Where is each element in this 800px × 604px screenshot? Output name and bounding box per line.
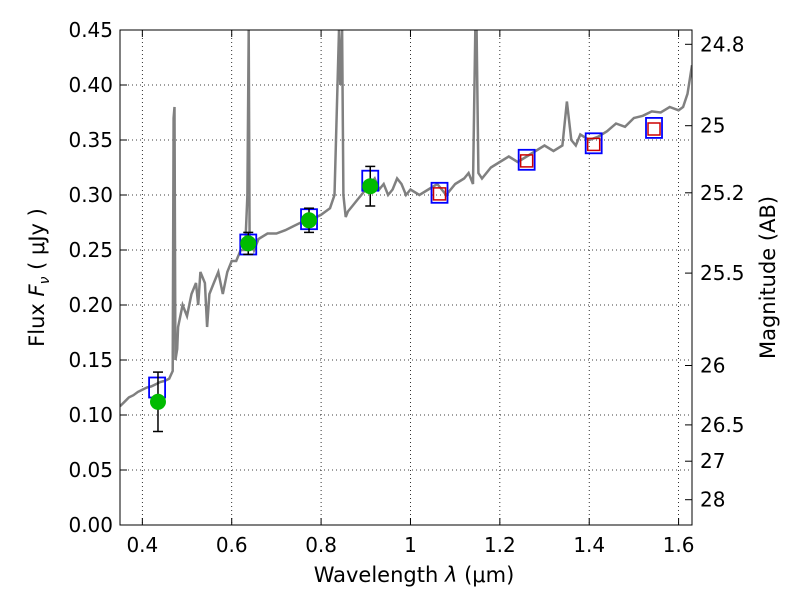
y2-tick-label: 25.5 [700,261,745,285]
y-tick-label: 0.30 [68,183,113,207]
model-band-flux-marker [517,148,536,171]
y-tick-label: 0.15 [68,348,113,372]
y2-tick-label: 26.5 [700,413,745,437]
model-band-flux-marker [430,181,449,204]
x-tick-label: 1.2 [484,533,516,557]
y-tick-label: 0.25 [68,238,113,262]
y-tick-label: 0.35 [68,128,113,152]
prediction-marker [586,137,601,152]
y-tick-label: 0.40 [68,73,113,97]
y-tick-label: 0.20 [68,293,113,317]
spectrum-line [120,30,692,408]
prediction-marker [519,154,534,168]
y2-tick-label: 26 [700,354,725,378]
observed-flux-point [362,178,379,195]
y-tick-label: 0.45 [68,18,113,42]
model-band-flux-marker [584,132,603,155]
x-tick-label: 1.6 [663,533,695,557]
y-tick-label: 0.00 [68,513,113,537]
y2-tick-label: 25 [700,114,725,138]
y2-tick-label: 24.8 [700,32,745,56]
y2-tick-label: 27 [700,449,725,473]
x-tick-label: 0.4 [126,533,158,557]
model-band-flux-marker [645,117,663,139]
y-axis-label: Flux Fν ( μJy ) [25,208,53,347]
y-tick-label: 0.05 [68,458,113,482]
prediction-marker [647,122,661,136]
observed-flux-point [240,235,257,252]
x-tick-label: 1.4 [573,533,605,557]
observed-flux-point [301,212,318,229]
y2-tick-label: 25.2 [700,181,745,205]
x-axis-label: Wavelength λ (μm) [314,563,515,587]
x-tick-label: 0.6 [216,533,248,557]
y2-tick-label: 28 [700,488,725,512]
x-tick-label: 0.8 [305,533,337,557]
prediction-marker [432,187,447,201]
y-tick-label: 0.10 [68,403,113,427]
observed-flux-point [149,393,166,410]
x-tick-label: 1 [404,533,417,557]
plot-frame [119,29,693,526]
y2-axis-label: Magnitude (AB) [756,196,780,359]
